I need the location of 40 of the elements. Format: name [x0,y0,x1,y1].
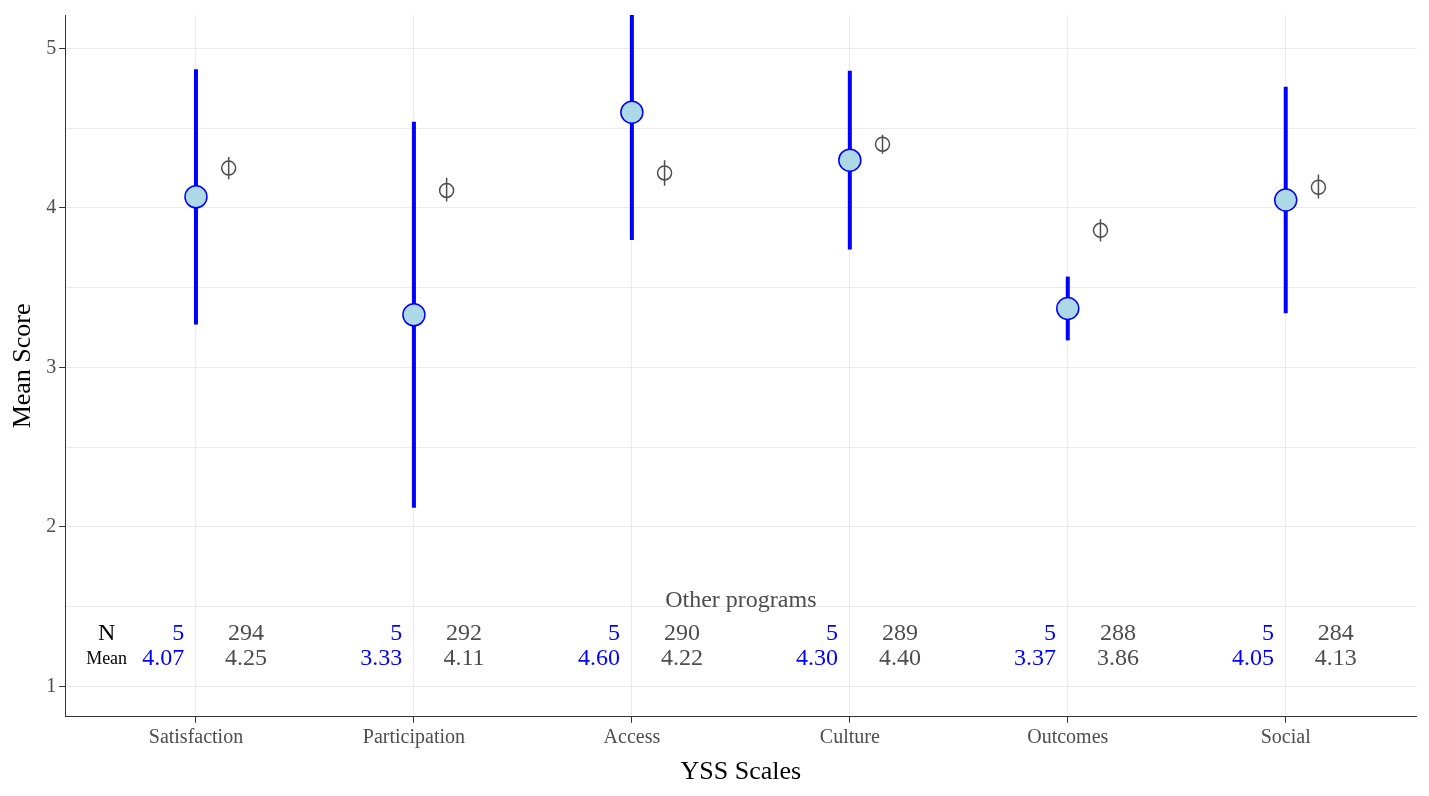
annotation: 3.86 [1096,644,1139,671]
y-tick-label: 5 [46,35,57,58]
x-tick-label: Satisfaction [148,725,244,748]
annotation: 290 [664,619,700,646]
annotation: 4.25 [225,644,268,671]
annotation: 5 [1261,619,1274,646]
annotation: 3.33 [360,644,403,671]
y-tick-label: 3 [46,354,57,377]
annotation: 5 [1043,619,1056,646]
y-tick-label: 1 [46,673,57,696]
annotation: 4.60 [578,644,621,671]
annotation: 4.07 [142,644,185,671]
y-axis-title: Mean Score [7,303,37,429]
x-tick-label: Outcomes [1027,725,1109,748]
x-axis-title: YSS Scales [680,756,802,786]
annotation: N [97,619,116,646]
annotation: 4.30 [796,644,839,671]
annotation: 5 [608,619,621,646]
annotation: 5 [390,619,403,646]
annotation: 294 [228,619,265,646]
annotation: 289 [881,619,918,646]
text: Other programs [665,586,817,613]
annotation: 4.05 [1231,644,1274,671]
annotation: 5 [172,619,185,646]
annotation: 4.13 [1314,644,1357,671]
x-tick-label: Culture [819,725,880,748]
annotation: 284 [1317,619,1354,646]
annotation: 288 [1099,619,1136,646]
y-tick-label: 2 [46,514,57,537]
y-tick-label: 4 [46,195,57,218]
annotation: 4.40 [878,644,921,671]
x-tick-label: Access [603,725,661,748]
annotation: 4.11 [443,644,485,671]
annotation: 5 [826,619,839,646]
annotation: 3.37 [1013,644,1056,671]
annotation: 4.22 [661,644,703,671]
x-tick-label: Social [1260,725,1312,748]
annotation: 292 [446,619,483,646]
x-tick-label: Participation [362,725,466,749]
annotation: Mean [86,647,128,668]
